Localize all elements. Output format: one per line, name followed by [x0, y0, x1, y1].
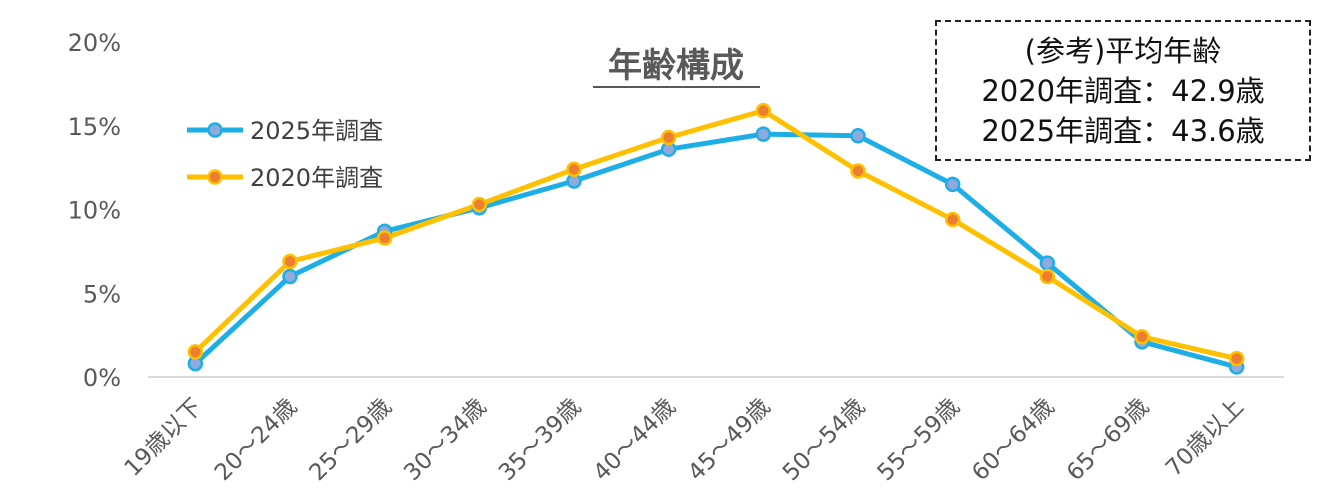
- series-line-2020: [193, 108, 1238, 362]
- data-point-2020: [1228, 350, 1245, 367]
- data-point-2020: [660, 129, 677, 146]
- y-tick-label: 15%: [68, 113, 121, 141]
- x-tick-label: 30～34歳: [399, 394, 491, 486]
- legend-swatch-marker: [207, 122, 223, 138]
- x-tick-label: 65～69歳: [1062, 394, 1154, 486]
- x-tick-label: 50～54歳: [778, 394, 870, 486]
- average-age-note: (参考)平均年齢 2020年調査：42.9歳 2025年調査：43.6歳: [935, 20, 1311, 161]
- note-2025-average: 2025年調査：43.6歳: [981, 113, 1265, 148]
- data-point-2020: [1039, 268, 1056, 285]
- data-point-2020: [850, 163, 866, 179]
- y-axis-ticks: 0% 5% 10% 15% 20%: [68, 29, 121, 392]
- y-tick-label: 0%: [83, 364, 121, 392]
- series-line-2025: [193, 131, 1238, 370]
- note-heading: (参考)平均年齢: [1024, 33, 1222, 68]
- series-group: [187, 102, 1245, 375]
- x-tick-label: 35～39歳: [494, 394, 586, 486]
- data-point-2020: [566, 161, 582, 178]
- data-point-2020: [187, 344, 204, 360]
- data-point-2020: [376, 230, 393, 246]
- x-tick-label: 25～29歳: [305, 394, 397, 486]
- y-tick-label: 20%: [68, 29, 121, 57]
- y-tick-label: 5%: [83, 280, 121, 308]
- data-point-2025: [850, 128, 866, 144]
- x-tick-label: 20～24歳: [210, 394, 302, 486]
- x-tick-label: 19歳以下: [120, 394, 208, 482]
- x-tick-label: 60～64歳: [967, 394, 1059, 486]
- data-point-2025: [282, 268, 298, 285]
- data-point-2025: [755, 126, 772, 142]
- x-tick-label: 55～59歳: [873, 394, 965, 486]
- data-point-2020: [1134, 329, 1150, 345]
- x-tick-label: 40～44歳: [589, 394, 681, 486]
- data-point-2020: [944, 211, 961, 228]
- legend-label: 2025年調査: [250, 117, 383, 145]
- y-tick-label: 10%: [68, 197, 121, 225]
- data-point-2025: [944, 176, 961, 193]
- x-axis-ticks: 19歳以下 20～24歳 25～29歳 30～34歳 35～39歳 40～44歳 45～49…: [120, 394, 1249, 486]
- x-tick-label: 45～49歳: [683, 394, 775, 486]
- chart-title: 年齢構成: [608, 46, 744, 86]
- data-point-2020: [471, 196, 488, 213]
- data-point-2020: [755, 102, 772, 119]
- note-2020-average: 2020年調査：42.9歳: [981, 73, 1265, 108]
- legend-label: 2020年調査: [250, 164, 383, 192]
- x-tick-label: 70歳以上: [1161, 394, 1249, 482]
- data-point-2020: [282, 253, 298, 270]
- legend-swatch-marker: [207, 169, 223, 185]
- data-point-2025: [1039, 255, 1056, 271]
- legend: 2025年調査 2020年調査: [187, 117, 383, 192]
